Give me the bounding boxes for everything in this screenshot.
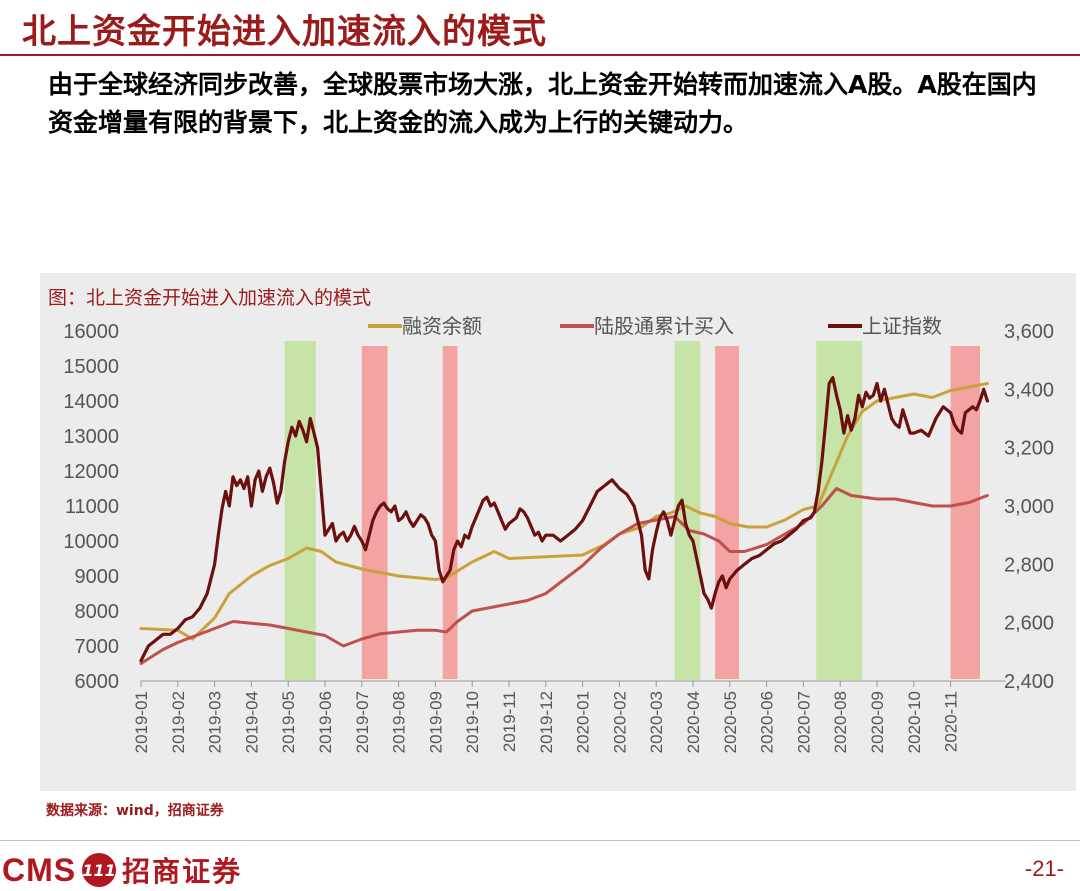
y-left-tick-label: 15000: [63, 356, 119, 378]
highlight-band-5: [715, 346, 739, 679]
x-tick-label: 2019-06: [316, 691, 335, 753]
y-left-tick-label: 13000: [63, 426, 119, 448]
series-line-1: [139, 382, 989, 641]
y-right-tick-label: 3,200: [1004, 438, 1054, 460]
x-tick-label: 2020-06: [758, 691, 777, 753]
x-tick-label: 2020-09: [868, 691, 887, 753]
x-tick-label: 2019-07: [353, 691, 372, 753]
footer-divider: [0, 840, 1080, 841]
series-line-2: [139, 487, 989, 665]
logo-cms-text: CMS: [2, 851, 77, 888]
x-tick-label: 2020-10: [905, 691, 924, 753]
y-left-tick-label: 11000: [65, 496, 119, 518]
x-tick-label: 2019-02: [169, 691, 188, 753]
x-tick-label: 2019-04: [242, 691, 261, 753]
legend-label-2: 陆股通累计买入: [594, 315, 734, 338]
y-left-tick-label: 6000: [75, 671, 120, 693]
highlight-bands: [284, 341, 981, 680]
x-tick-label: 2019-11: [500, 691, 519, 752]
y-right-tick-label: 3,400: [1004, 379, 1054, 401]
chart-panel: [40, 273, 1076, 791]
y-right-tick-label: 2,600: [1004, 613, 1054, 635]
x-tick-label: 2020-08: [831, 691, 850, 753]
legend-label-1: 融资余额: [402, 315, 482, 338]
chart-title: 图：北上资金开始进入加速流入的模式: [48, 287, 372, 309]
highlight-band-1: [284, 341, 316, 680]
y-left-tick-label: 7000: [75, 636, 120, 658]
x-tick-label: 2019-05: [279, 691, 298, 753]
y-right-tick-label: 3,600: [1004, 321, 1054, 343]
x-tick-label: 2019-09: [426, 691, 445, 753]
x-tick-label: 2020-11: [942, 691, 961, 752]
y-left-tick-label: 12000: [63, 461, 119, 483]
logo-badge-icon: 111: [82, 853, 117, 887]
axes: 2019-01 2019-02 2019-03 2019-04 2019-05 2019-…: [63, 321, 1054, 753]
x-tick-label: 2020-03: [647, 691, 666, 753]
series-lines: [139, 376, 990, 665]
slide-title: 北上资金开始进入加速流入的模式: [22, 12, 547, 52]
x-tick-label: 2019-10: [463, 691, 482, 753]
x-tick-label: 2019-12: [537, 691, 556, 753]
x-tick-label: 2019-01: [132, 691, 151, 753]
x-tick-label: 2020-02: [610, 691, 629, 753]
highlight-band-3: [442, 346, 458, 679]
company-logo: CMS 111 招商证券: [2, 850, 242, 890]
x-tick-label: 2020-05: [721, 691, 740, 753]
y-left-tick-label: 10000: [63, 531, 119, 553]
y-left-tick-label: 16000: [63, 321, 119, 343]
x-tick-label: 2020-04: [684, 691, 703, 753]
series-line-3: [139, 376, 990, 663]
title-divider: [0, 54, 1080, 56]
y-left-tick-label: 14000: [63, 391, 119, 413]
slide-subtitle: 由于全球经济同步改善，全球股票市场大涨，北上资金开始转而加速流入A股。A股在国内…: [48, 70, 1037, 137]
x-tick-label: 2019-08: [390, 691, 409, 753]
logo-cn-text: 招商证券: [122, 855, 243, 888]
x-tick-label: 2020-01: [574, 691, 593, 753]
y-left-tick-label: 9000: [75, 566, 120, 588]
highlight-band-7: [950, 346, 981, 679]
page-number: -21-: [1024, 856, 1064, 881]
x-tick-label: 2020-07: [794, 691, 813, 753]
x-tick-label: 2019-03: [206, 691, 225, 753]
highlight-band-6: [816, 341, 863, 680]
legend: 融资余额 陆股通累计买入 上证指数: [368, 315, 942, 338]
y-right-tick-label: 3,000: [1004, 496, 1054, 518]
data-source: 数据来源：wind，招商证券: [46, 803, 224, 819]
y-left-tick-label: 8000: [75, 601, 120, 623]
legend-label-3: 上证指数: [862, 315, 942, 338]
y-right-tick-label: 2,800: [1004, 554, 1054, 576]
y-right-tick-label: 2,400: [1004, 671, 1054, 693]
